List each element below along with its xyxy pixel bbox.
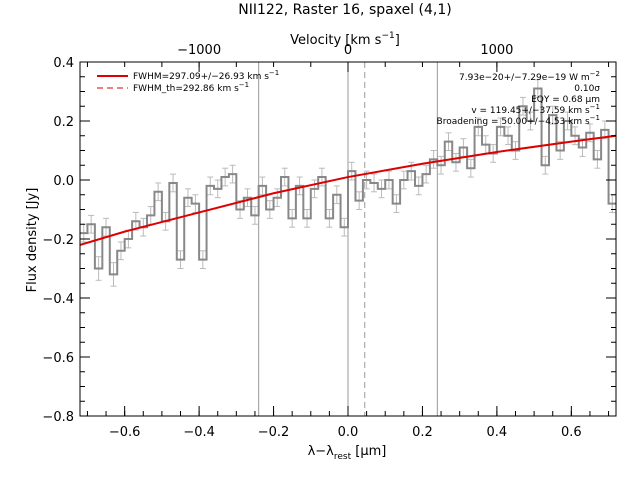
x-tick-label: 0.0 [338, 425, 359, 440]
legend-label-fwhm-th: FWHM_th=292.86 km s−1 [133, 81, 249, 94]
x-tick-label: −0.2 [258, 425, 290, 440]
annotation-line: EQY = 0.68 μm [531, 95, 600, 105]
x-tick-label: 0.6 [561, 425, 582, 440]
y-tick-label: −0.4 [42, 292, 74, 307]
chart-title: NII122, Raster 16, spaxel (4,1) [238, 2, 451, 18]
y-tick-label: −0.8 [42, 410, 74, 425]
top-tick-label: 0 [344, 43, 352, 58]
y-tick-label: 0.2 [53, 115, 74, 130]
x-tick-label: 0.2 [412, 425, 433, 440]
top-tick-label: 1000 [480, 43, 513, 58]
annotation-line: v = 119.45+/−37.59 km s−1 [471, 103, 600, 116]
y-tick-label: −0.2 [42, 233, 74, 248]
legend-label-fwhm: FWHM=297.09+/−26.93 km s−1 [133, 69, 279, 82]
y-tick-label: 0.0 [53, 174, 74, 189]
x-tick-label: −0.6 [109, 425, 141, 440]
y-tick-label: −0.6 [42, 351, 74, 366]
annotation-line: 0.10σ [574, 84, 600, 94]
y-axis-label: Flux density [Jy] [25, 188, 40, 293]
annotation-line: Broadening = 50.00+/−4.53 km s−1 [437, 114, 600, 127]
annotation-line: 7.93e−20+/−7.29e−19 W m−2 [459, 70, 600, 83]
x-tick-label: −0.4 [183, 425, 215, 440]
y-tick-label: 0.4 [53, 56, 74, 71]
plot-inner [80, 62, 616, 416]
plot-area: −0.6 −0.4 −0.2 0.0 0.2 0.4 0.6 −0.8 −0.6 −0.4 −0.2… [42, 43, 617, 440]
x-axis-label: λ−λrest [μm] [308, 444, 387, 462]
top-tick-label: −1000 [177, 43, 221, 58]
fit-series [80, 134, 616, 246]
flux-step-series [80, 87, 616, 276]
x-tick-label: 0.4 [487, 425, 508, 440]
top-axis-label: Velocity [km s−1] [290, 31, 400, 48]
